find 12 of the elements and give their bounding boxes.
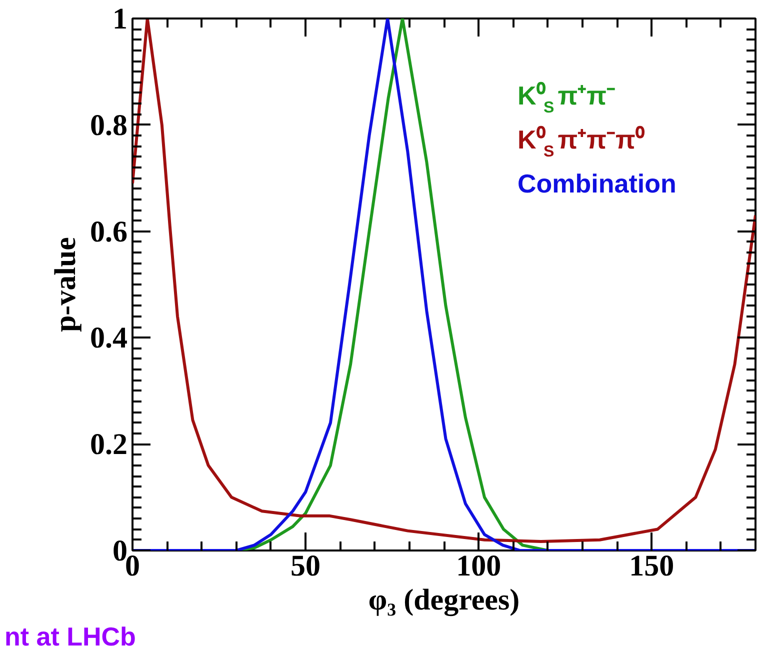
x-tick-label: 100: [456, 550, 502, 582]
x-tick-label: 150: [629, 550, 674, 582]
y-tick-label: 0.6: [90, 215, 128, 248]
y-axis-title: p-value: [49, 236, 82, 332]
text: nt at LHCb: [4, 622, 136, 651]
y-tick-label: 0.8: [90, 108, 128, 142]
x-tick-label: 50: [290, 550, 321, 582]
y-tick-label: 1: [112, 2, 128, 36]
text: Combination: [518, 168, 676, 198]
y-tick-label: 0.4: [90, 322, 128, 355]
y-tick-label: 0.2: [90, 428, 128, 462]
x-axis-title: φ₃ (degrees): [368, 584, 520, 616]
